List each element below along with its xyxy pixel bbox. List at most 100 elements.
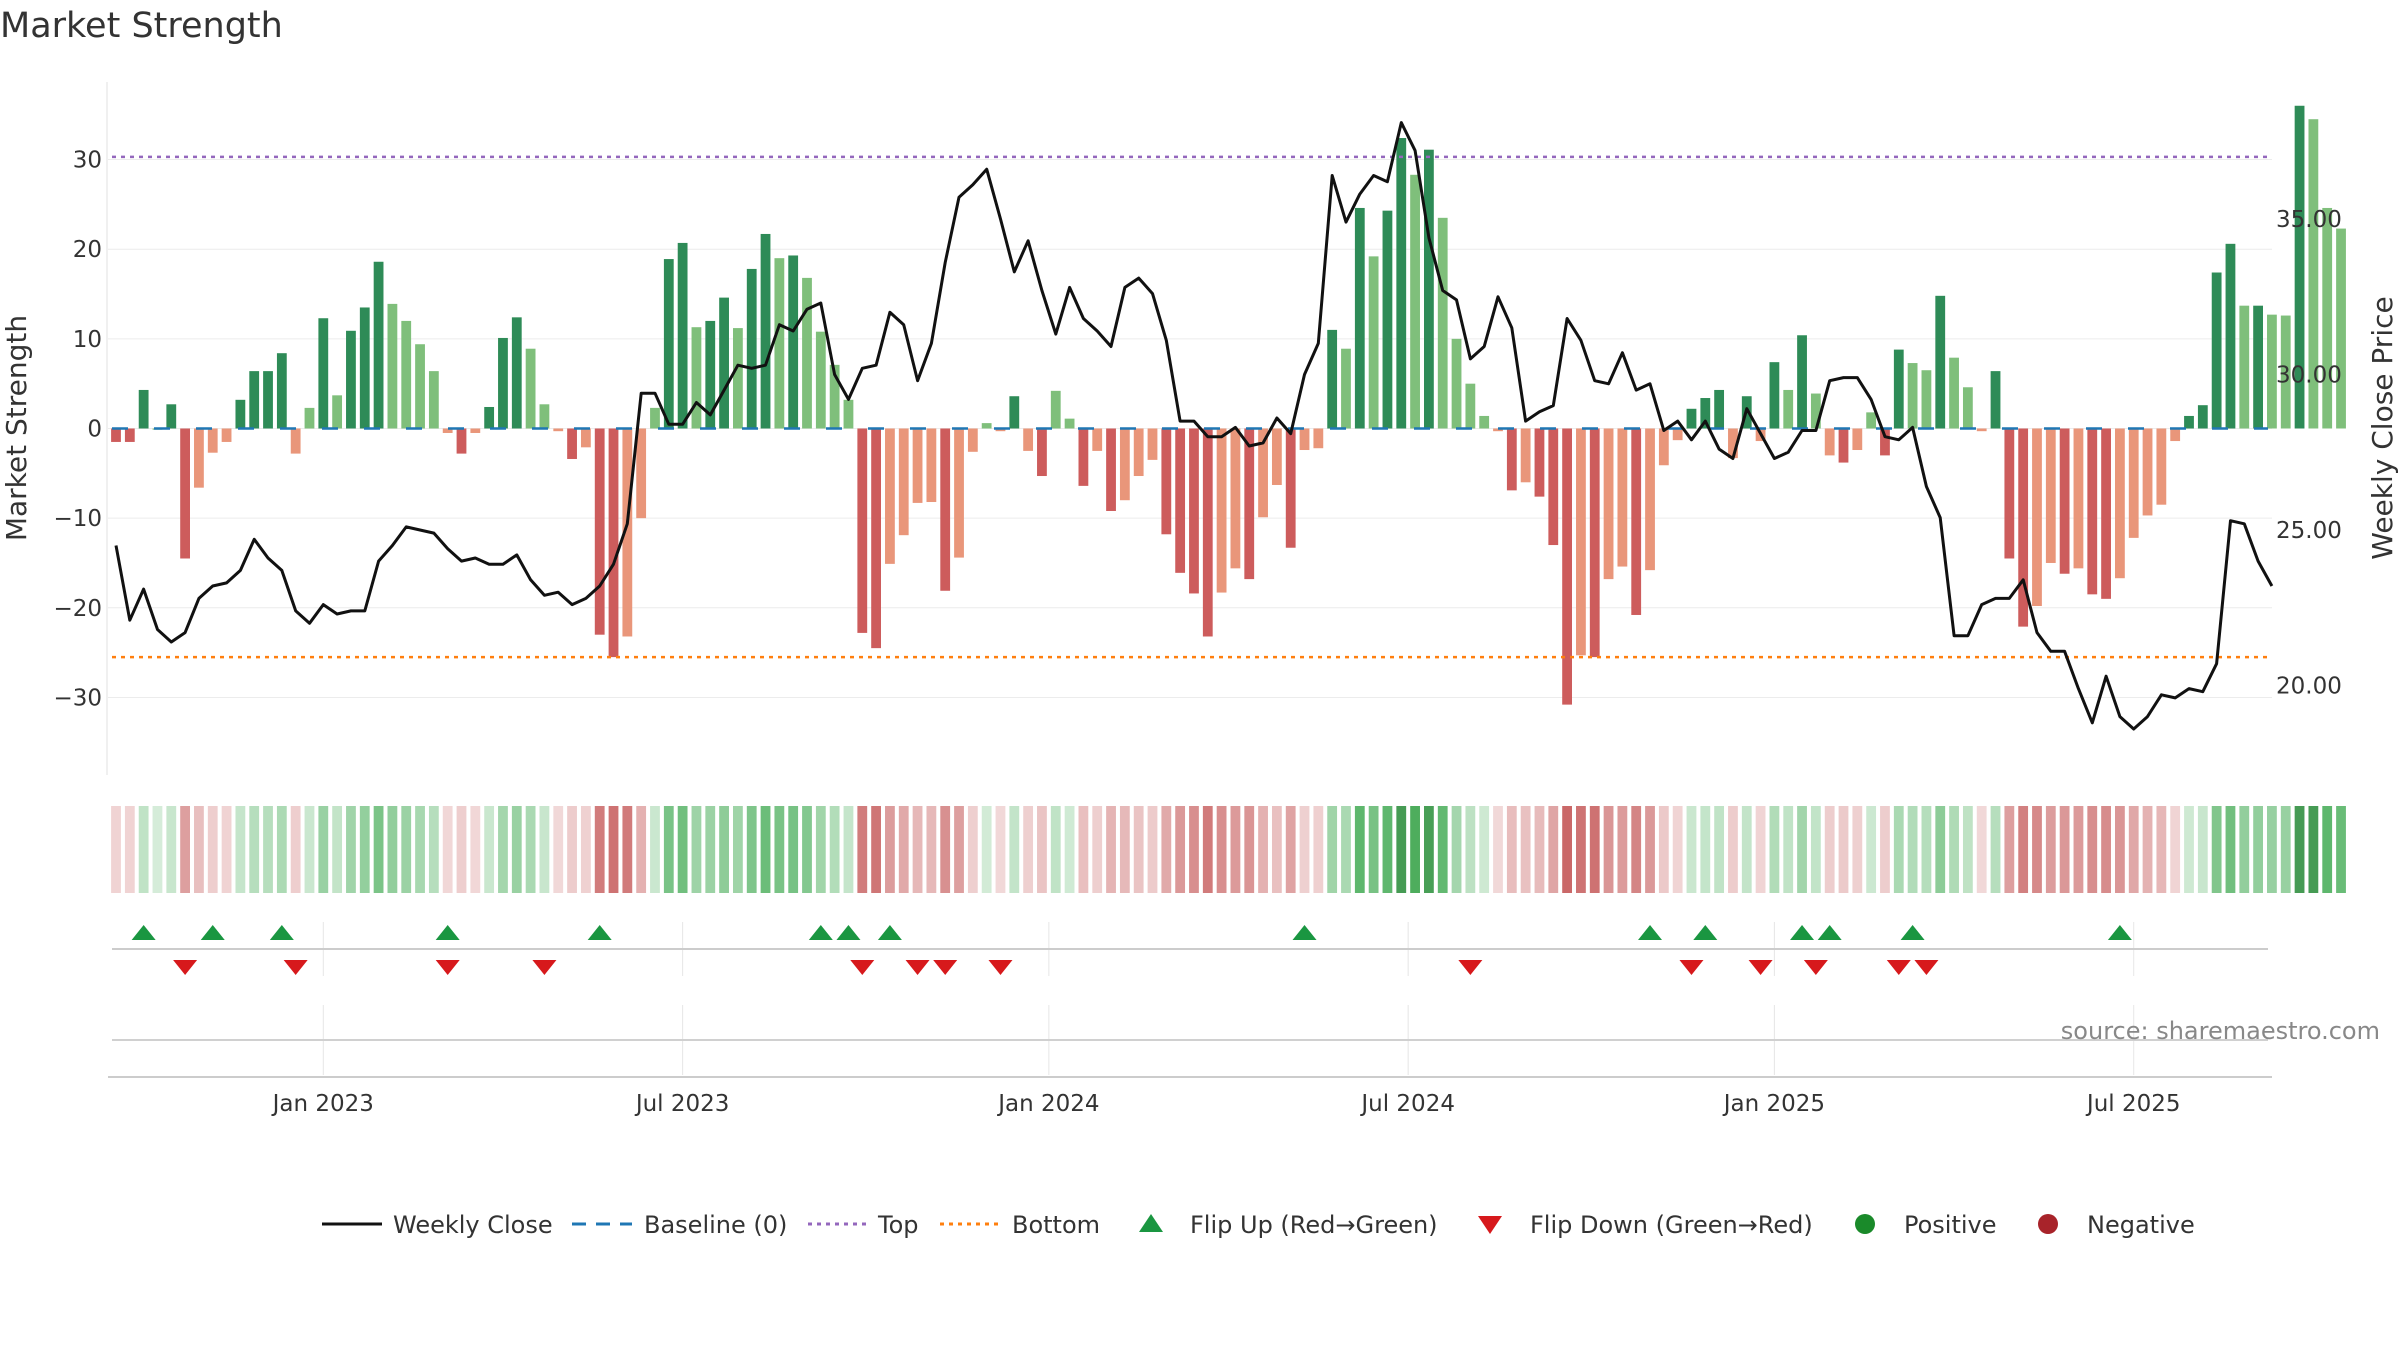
y-axis-title: Market Strength xyxy=(0,315,33,541)
flip-up-marker xyxy=(1292,925,1317,940)
heat-cell xyxy=(1741,806,1752,893)
strength-bar xyxy=(2294,105,2305,429)
strength-bar xyxy=(1852,428,1863,451)
strength-bar xyxy=(1451,338,1462,429)
strength-bar xyxy=(2142,428,2153,516)
heat-cell xyxy=(1230,806,1241,893)
strength-bar xyxy=(1506,428,1517,491)
heat-cell xyxy=(442,806,453,893)
strength-bar xyxy=(691,327,702,429)
heat-cell xyxy=(677,806,688,893)
heat-cell xyxy=(829,806,840,893)
strength-bar xyxy=(567,428,577,459)
heat-cell xyxy=(1341,806,1351,893)
strength-bar xyxy=(1990,371,2001,429)
y2-tick-label: 30.00 xyxy=(2276,363,2342,389)
heat-cell xyxy=(1783,806,1794,893)
strength-bar xyxy=(1797,335,1807,429)
heat-cell xyxy=(1299,806,1310,893)
x-tick-label: Jul 2024 xyxy=(1359,1091,1455,1117)
strength-bar xyxy=(221,428,232,442)
heat-cell xyxy=(2294,806,2305,893)
legend-negative: Negative xyxy=(2087,1211,2195,1239)
legend-positive-marker xyxy=(1855,1214,1875,1234)
heat-cell xyxy=(1313,806,1324,893)
flip-down-marker xyxy=(173,960,198,975)
heat-cell xyxy=(1714,806,1725,893)
strength-bar xyxy=(857,428,868,633)
flip-up-marker xyxy=(808,925,833,940)
heat-cell xyxy=(1479,806,1490,893)
heat-cell xyxy=(332,806,343,893)
heat-cell xyxy=(2045,806,2056,893)
strength-bar xyxy=(1313,428,1324,449)
strength-bar xyxy=(1092,428,1103,451)
flip-down-marker xyxy=(283,960,308,975)
heat-cell xyxy=(456,806,467,893)
heat-cell xyxy=(304,806,315,893)
heat-cell xyxy=(871,806,881,893)
heat-cell xyxy=(580,806,591,893)
heat-cell xyxy=(1645,806,1655,893)
heat-cell xyxy=(788,806,799,893)
strength-bar xyxy=(1161,428,1172,535)
heat-cell xyxy=(1368,806,1379,893)
x-tick-label: Jul 2023 xyxy=(634,1091,730,1117)
y2-tick-label: 35.00 xyxy=(2276,207,2342,233)
strength-bar xyxy=(2336,228,2346,429)
strength-bar xyxy=(2267,314,2277,429)
heat-cell xyxy=(2087,806,2098,893)
strength-bar xyxy=(1410,174,1420,429)
heat-cell xyxy=(373,806,384,893)
heat-cell xyxy=(235,806,246,893)
heat-cell xyxy=(359,806,370,893)
strength-bar xyxy=(2156,428,2167,505)
heat-cell xyxy=(2101,806,2111,893)
heat-cell xyxy=(180,806,190,893)
strength-bar xyxy=(2211,272,2222,429)
heat-cell xyxy=(1451,806,1462,893)
heat-cell xyxy=(1935,806,1946,893)
strength-bar xyxy=(1935,295,1946,429)
strength-bar xyxy=(235,399,246,429)
heat-cell xyxy=(1258,806,1268,893)
strength-bar xyxy=(663,259,674,429)
heat-cell xyxy=(2184,806,2194,893)
strength-bar xyxy=(981,423,992,429)
strength-bar xyxy=(967,428,978,452)
heat-cell xyxy=(1603,806,1614,893)
strength-bar xyxy=(2225,243,2236,429)
legend-top: Top xyxy=(877,1211,919,1239)
heat-cell xyxy=(2267,806,2277,893)
heat-cell xyxy=(1755,806,1766,893)
x-tick-label: Jan 2025 xyxy=(1722,1091,1825,1117)
heat-cell xyxy=(705,806,716,893)
strength-bar xyxy=(2073,428,2084,569)
strength-bar xyxy=(1548,428,1559,546)
flip-down-marker xyxy=(850,960,875,975)
strength-bar xyxy=(401,320,412,429)
flip-down-marker xyxy=(905,960,930,975)
heat-cell xyxy=(1023,806,1034,893)
strength-bar xyxy=(733,328,743,429)
strength-bar xyxy=(498,337,508,429)
flip-up-marker xyxy=(269,925,294,940)
strength-bar xyxy=(276,353,287,429)
heat-cell xyxy=(428,806,439,893)
strength-bar xyxy=(885,428,895,564)
heat-cell xyxy=(111,806,121,893)
heat-cell xyxy=(539,806,550,893)
heat-cell xyxy=(594,806,605,893)
heat-cell xyxy=(498,806,508,893)
flip-up-marker xyxy=(1638,925,1663,940)
strength-bar xyxy=(359,307,370,429)
heat-cell xyxy=(1050,806,1061,893)
strength-bar xyxy=(1810,393,1821,429)
strength-bar xyxy=(1866,412,1877,429)
legend-negative-marker xyxy=(2038,1214,2058,1234)
heat-cell xyxy=(2142,806,2153,893)
heat-cell xyxy=(1576,806,1586,893)
heat-cell xyxy=(1410,806,1420,893)
heat-cell xyxy=(276,806,287,893)
strength-bar xyxy=(622,428,633,637)
